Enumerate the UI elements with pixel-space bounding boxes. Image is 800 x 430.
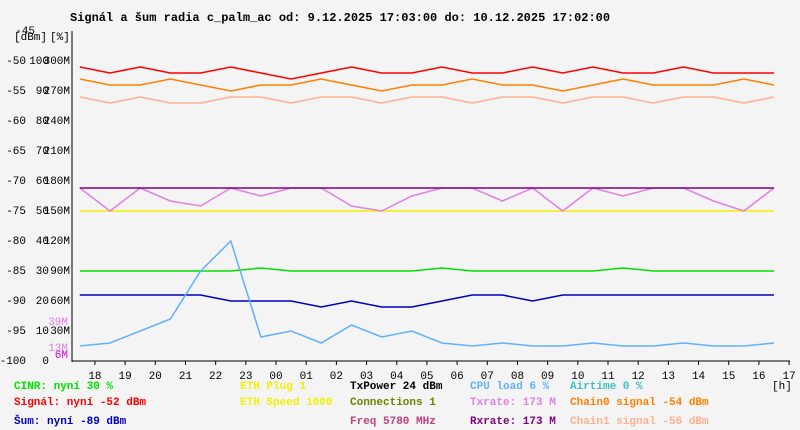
x-tick-label: 08 (511, 371, 524, 383)
y-tick-label: -80 (6, 236, 26, 248)
y2-tick-label: 50 (36, 206, 49, 218)
legend-entry: Signál: nyní -52 dBm (14, 397, 146, 409)
y-tick-label: -60 (6, 116, 26, 128)
legend-entry: Rxrate: 173 M (470, 416, 556, 428)
y3-tick-label: 300M (44, 56, 70, 68)
y2-tick-label: 30 (36, 266, 49, 278)
x-tick-label: 02 (330, 371, 343, 383)
series-line (79, 96, 775, 104)
annotation: 13M (48, 343, 68, 355)
x-tick-label: 22 (209, 371, 222, 383)
y3-tick-label: 150M (44, 206, 70, 218)
x-tick-label: 11 (601, 371, 615, 383)
y-tick-label: -70 (6, 176, 26, 188)
y-tick-label: -85 (6, 266, 26, 278)
y-tick-label: -65 (6, 146, 26, 158)
y3-tick-label: 120M (44, 236, 70, 248)
x-axis-label: [h] (772, 381, 792, 393)
y3-tick-label: 30M (50, 326, 70, 338)
x-tick-label: 23 (239, 371, 252, 383)
y-tick-label: -50 (6, 56, 26, 68)
x-tick-label: 17 (782, 371, 795, 383)
x-tick-label: 15 (722, 371, 735, 383)
x-tick-label: 20 (149, 371, 162, 383)
x-tick-label: 16 (752, 371, 765, 383)
legend-entry: CINR: nyní 30 % (14, 381, 113, 393)
legend-entry: Chain1 signal -56 dBm (570, 416, 709, 428)
y3-tick-label: 270M (44, 86, 70, 98)
x-tick-label: 00 (269, 371, 282, 383)
x-tick-label: 10 (571, 371, 584, 383)
x-tick-label: 14 (692, 371, 706, 383)
x-tick-label: 07 (481, 371, 494, 383)
y-axis-label: [dBm] (14, 32, 47, 44)
x-tick-label: 05 (420, 371, 433, 383)
y-tick-label: -75 (6, 206, 26, 218)
legend-entry: Chain0 signal -54 dBm (570, 397, 709, 409)
legend-entry: Šum: nyní -89 dBm (14, 414, 127, 428)
legend-entry: CPU load 6 % (470, 381, 550, 393)
legend-entry: ETH Speed 1000 (240, 397, 332, 409)
x-tick-label: 09 (541, 371, 554, 383)
y-tick-label: -45 (15, 26, 35, 38)
y2-axis-label: [%] (50, 32, 70, 44)
annotation: 39M (48, 317, 68, 329)
x-tick-label: 12 (632, 371, 645, 383)
y2-tick-label: 20 (36, 296, 49, 308)
legend-entry: ETH Plug 1 (240, 381, 306, 393)
y3-tick-label: 210M (44, 146, 70, 158)
y2-tick-label: 40 (36, 236, 49, 248)
legend-entry: Txrate: 173 M (470, 397, 556, 409)
series-line (79, 267, 774, 272)
y2-tick-label: 90 (36, 86, 49, 98)
legend-entry: Airtime 0 % (570, 381, 643, 393)
legend-entry: Connections 1 (350, 397, 436, 409)
y2-tick-label: 100 (29, 56, 49, 68)
y3-tick-label: 180M (44, 176, 70, 188)
x-tick-label: 01 (300, 371, 314, 383)
legend-entry: Freq 5780 MHz (350, 416, 436, 428)
y-tick-label: -95 (6, 326, 26, 338)
x-tick-label: 21 (179, 371, 193, 383)
y3-tick-label: 60M (50, 296, 70, 308)
y-tick-label: -100 (0, 356, 26, 368)
y3-tick-label: 90M (50, 266, 70, 278)
y2-tick-label: 60 (36, 176, 49, 188)
x-tick-label: 06 (451, 371, 464, 383)
x-tick-label: 18 (88, 371, 101, 383)
y2-tick-label: 10 (36, 326, 49, 338)
series-line (79, 239, 775, 347)
y-tick-label: -90 (6, 296, 26, 308)
x-tick-label: 03 (360, 371, 373, 383)
legend-entry: TxPower 24 dBm (350, 381, 443, 393)
y2-tick-label: 80 (36, 116, 49, 128)
series-line (79, 294, 774, 308)
chart-title: Signál a šum radia c_palm_ac od: 9.12.20… (70, 11, 610, 25)
annotation: 6M (55, 350, 68, 362)
series-line (79, 66, 774, 80)
x-tick-label: 19 (119, 371, 132, 383)
y2-tick-label: 0 (42, 356, 49, 368)
x-tick-label: 04 (390, 371, 404, 383)
y3-tick-label: 240M (44, 116, 70, 128)
y-tick-label: -55 (6, 86, 26, 98)
series-line (79, 78, 775, 92)
y2-tick-label: 70 (36, 146, 49, 158)
x-tick-label: 13 (662, 371, 675, 383)
